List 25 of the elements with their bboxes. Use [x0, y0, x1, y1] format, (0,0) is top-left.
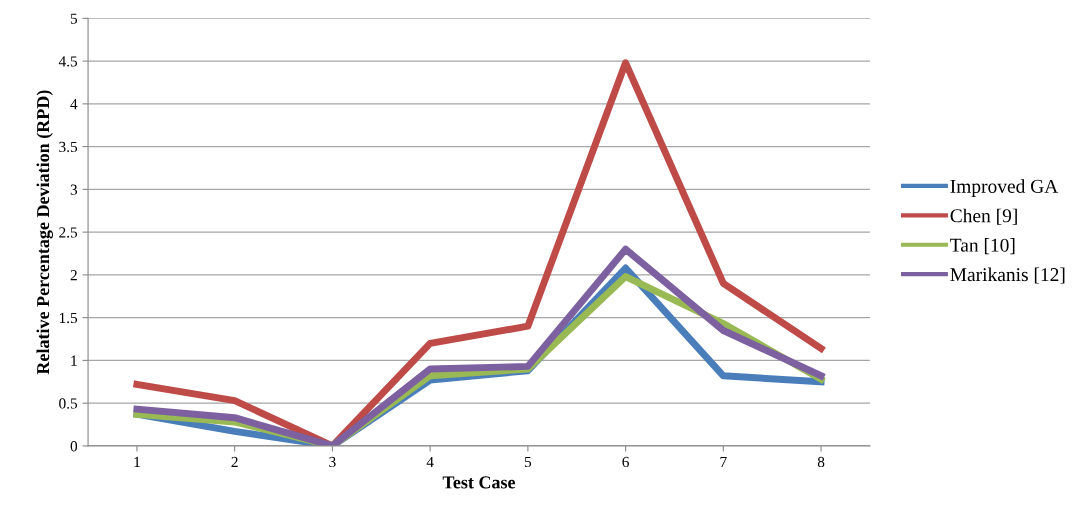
x-axis-title: Test Case — [442, 476, 516, 489]
y-tick-label: 3.5 — [59, 141, 78, 153]
y-tick-label: 1.5 — [59, 312, 78, 324]
x-tick-label: 7 — [720, 456, 727, 467]
y-tick-label: 3 — [70, 184, 78, 195]
y-tick-label: 2 — [70, 270, 77, 281]
legend-label: Chen [9] — [950, 208, 1017, 225]
legend-label: Improved GA — [950, 179, 1059, 197]
x-tick-label: 2 — [231, 456, 238, 467]
y-axis-title: Relative Percentage Deviation (RPD) — [36, 90, 53, 375]
x-tick-label: 1 — [134, 456, 140, 467]
y-tick-label: 0.5 — [59, 398, 78, 409]
y-tick-label: 2.5 — [59, 227, 78, 238]
y-tick-label: 5 — [70, 13, 78, 24]
y-tick-label: 4 — [70, 99, 78, 110]
x-tick-label: 6 — [622, 456, 629, 468]
x-tick-label: 3 — [329, 456, 336, 468]
legend-label: Tan [10] — [950, 238, 1015, 255]
x-tick-label: 4 — [426, 456, 434, 467]
y-tick-label: 4.5 — [58, 56, 78, 67]
y-tick-label: 1 — [71, 355, 77, 366]
y-tick-label: 0 — [70, 441, 78, 452]
x-tick-label: 8 — [817, 456, 825, 468]
legend-label: Marikanis [12] — [950, 267, 1065, 284]
x-tick-label: 5 — [524, 456, 532, 468]
